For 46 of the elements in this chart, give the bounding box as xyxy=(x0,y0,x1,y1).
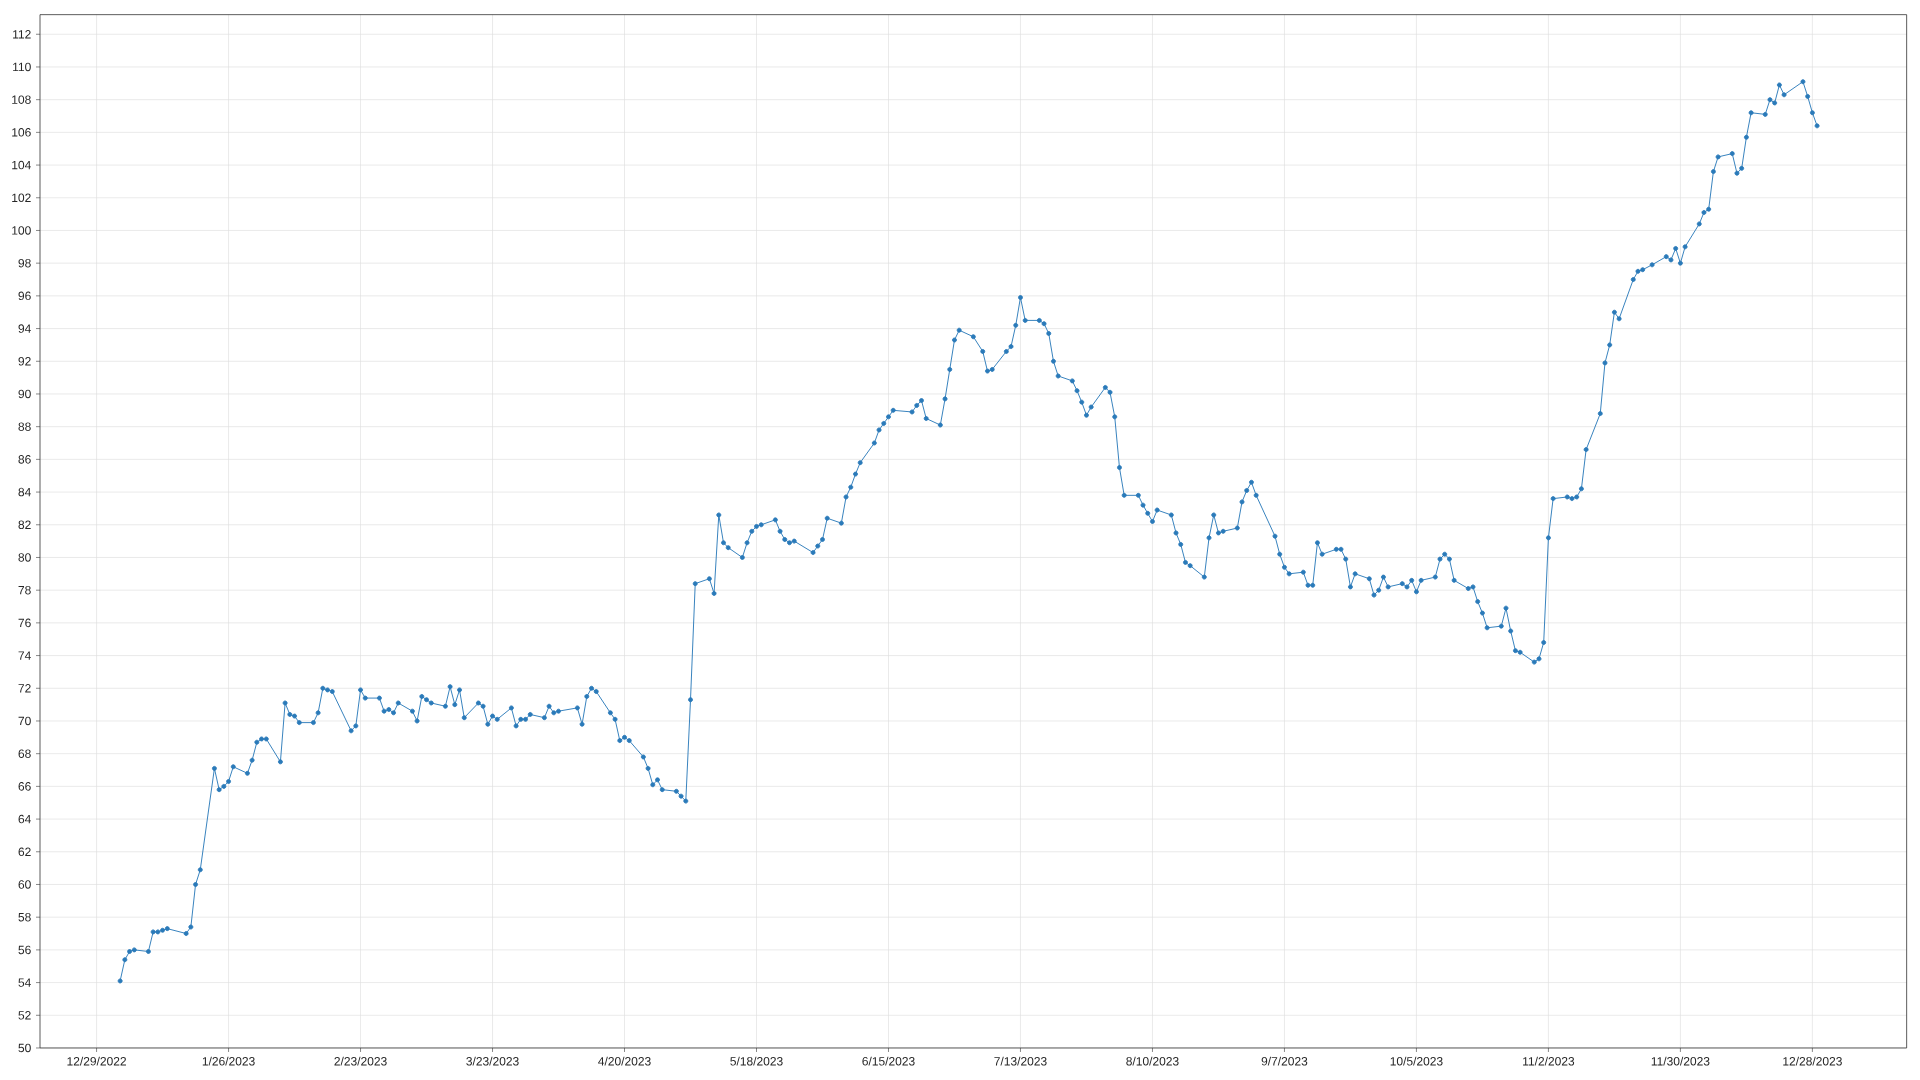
y-tick-label: 56 xyxy=(18,945,31,955)
x-tick-label: 11/2/2023 xyxy=(1523,1056,1575,1066)
y-tick-label: 104 xyxy=(12,160,31,170)
y-tick-label: 106 xyxy=(12,128,31,137)
y-tick-label: 102 xyxy=(12,193,31,203)
x-tick-label: 3/23/2023 xyxy=(466,1056,519,1066)
y-tick-label: 100 xyxy=(12,226,31,235)
x-tick-label: 1/26/2023 xyxy=(202,1056,255,1066)
y-tick-label: 90 xyxy=(18,389,31,399)
x-tick-label: 6/15/2023 xyxy=(862,1056,915,1066)
y-tick-label: 58 xyxy=(18,912,31,922)
y-tick-label: 80 xyxy=(18,553,31,562)
y-tick-label: 88 xyxy=(18,422,31,431)
y-tick-label: 98 xyxy=(18,258,31,268)
x-tick-label: 11/30/2023 xyxy=(1651,1056,1710,1066)
y-tick-label: 70 xyxy=(18,716,31,726)
x-tick-label: 4/20/2023 xyxy=(598,1056,651,1066)
y-tick-label: 68 xyxy=(18,749,31,758)
y-tick-label: 54 xyxy=(18,978,31,987)
x-tick-label: 5/18/2023 xyxy=(730,1056,783,1066)
x-tick-label: 8/10/2023 xyxy=(1126,1056,1179,1066)
x-tick-label: 12/29/2022 xyxy=(67,1056,126,1066)
y-tick-label: 86 xyxy=(18,455,31,464)
x-tick-label: 7/13/2023 xyxy=(994,1056,1047,1066)
x-tick-label: 9/7/2023 xyxy=(1261,1056,1308,1066)
y-tick-label: 96 xyxy=(18,291,31,301)
y-tick-label: 72 xyxy=(18,684,31,693)
x-tick-label: 2/23/2023 xyxy=(334,1056,387,1066)
y-tick-label: 52 xyxy=(18,1011,31,1020)
y-tick-label: 84 xyxy=(18,487,31,497)
y-tick-label: 62 xyxy=(18,847,31,857)
y-tick-label: 94 xyxy=(18,324,31,333)
y-tick-label: 82 xyxy=(18,520,31,530)
y-tick-label: 108 xyxy=(12,95,31,104)
y-tick-label: 78 xyxy=(18,585,31,595)
y-tick-label: 112 xyxy=(13,30,31,39)
y-tick-label: 60 xyxy=(18,880,31,889)
y-tick-label: 66 xyxy=(18,782,31,791)
y-tick-label: 74 xyxy=(18,651,31,660)
y-tick-label: 64 xyxy=(18,814,31,824)
x-tick-label: 12/28/2023 xyxy=(1783,1056,1842,1066)
y-tick-label: 92 xyxy=(18,357,31,366)
x-tick-label: 10/5/2023 xyxy=(1390,1056,1443,1066)
y-tick-label: 50 xyxy=(18,1043,31,1053)
y-tick-label: 76 xyxy=(18,618,31,628)
y-tick-label: 110 xyxy=(13,62,31,72)
